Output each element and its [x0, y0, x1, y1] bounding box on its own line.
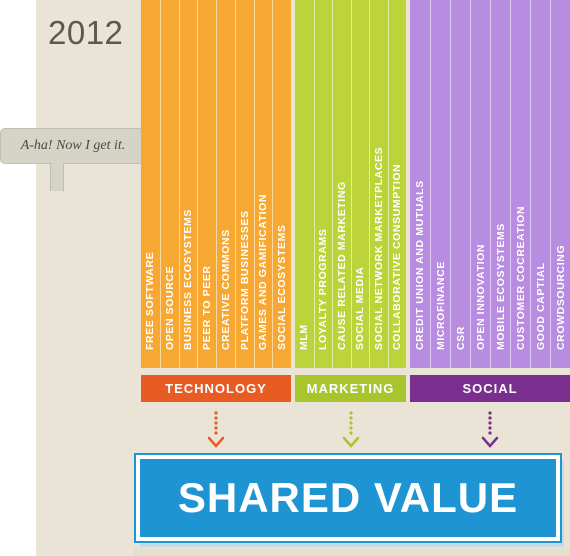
shared-value-label: SHARED VALUE: [177, 474, 519, 521]
banner-shadow: [134, 548, 570, 556]
concept-label: LOYALTY PROGRAMS: [317, 228, 330, 350]
concept-column: SOCIAL MEDIA: [350, 0, 369, 368]
speech-bubble-text: A-ha! Now I get it.: [20, 138, 126, 153]
concept-column: MOBILE ECOSYSTEMS: [490, 0, 510, 368]
concept-label: MOBILE ECOSYSTEMS: [494, 223, 507, 350]
concept-column: CSR: [450, 0, 470, 368]
down-arrow-icon: [342, 411, 359, 448]
concept-column: SOCIAL NETWORK MARKETPLACES: [369, 0, 388, 368]
concept-column: GAMES AND GAMIFICATION: [253, 0, 273, 368]
concept-column: COLLABORATIVE CONSUMPTION: [387, 0, 406, 368]
concept-column: MICROFINANCE: [430, 0, 450, 368]
concept-label: SOCIAL MEDIA: [354, 266, 367, 350]
concept-column: MLM: [295, 0, 314, 368]
concept-label: BUSINESS ECOSYSTEMS: [182, 209, 195, 350]
concept-label: FREE SOFTWARE: [144, 251, 157, 350]
concept-column: CREDIT UNION AND MUTUALS: [410, 0, 430, 368]
concept-label: CREATIVE COMMONS: [219, 229, 232, 350]
concept-label: OPEN INNOVATION: [474, 243, 487, 350]
concept-column: PLATFORM BUSINESSES: [234, 0, 254, 368]
concept-column: OPEN INNOVATION: [470, 0, 490, 368]
concept-label: PEER TO PEER: [201, 265, 214, 350]
panel-social: CREDIT UNION AND MUTUALS MICROFINANCE CSR O…: [410, 0, 570, 383]
concept-label: MICROFINANCE: [434, 261, 447, 350]
panel-marketing: MLM LOYALTY PROGRAMS CAUSE RELATED MARKETI…: [295, 0, 406, 383]
concept-column: GOOD CAPTIAL: [530, 0, 550, 368]
concept-label: CROWDSOURCING: [554, 244, 567, 350]
year-label: 2012: [48, 14, 124, 51]
category-label-technology: TECHNOLOGY: [141, 375, 291, 402]
category-label-social: SOCIAL: [410, 375, 570, 402]
concept-label: CREDIT UNION AND MUTUALS: [414, 180, 426, 350]
concept-label: CUSTOMER COCREATION: [514, 205, 527, 350]
concept-label: OPEN SOURCE: [163, 265, 176, 350]
down-arrow-icon: [207, 411, 225, 448]
concept-column: CROWDSOURCING: [550, 0, 570, 368]
concept-label: GOOD CAPTIAL: [534, 262, 547, 350]
concept-label: GAMES AND GAMIFICATION: [257, 193, 270, 350]
concept-label: COLLABORATIVE CONSUMPTION: [391, 163, 404, 350]
concept-column: OPEN SOURCE: [159, 0, 179, 368]
concept-label: SOCIAL NETWORK MARKETPLACES: [372, 146, 385, 350]
concept-column: PEER TO PEER: [197, 0, 216, 368]
concept-label: CSR: [454, 326, 467, 350]
category-label-marketing: MARKETING: [295, 375, 406, 402]
shared-value-banner: SHARED VALUE: [136, 455, 560, 541]
speech-bubble-tail: [50, 163, 64, 191]
concept-column: CREATIVE COMMONS: [216, 0, 235, 368]
concept-column: BUSINESS ECOSYSTEMS: [178, 0, 198, 368]
concept-column: CAUSE RELATED MARKETING: [332, 0, 351, 368]
speech-bubble: A-ha! Now I get it.: [0, 128, 146, 164]
concept-label: CAUSE RELATED MARKETING: [335, 181, 348, 350]
concept-column: FREE SOFTWARE: [141, 0, 160, 368]
concept-label: SOCIAL ECOSYSTEMS: [276, 224, 289, 350]
panel-technology: FREE SOFTWARE OPEN SOURCE BUSINESS ECOSYST…: [141, 0, 291, 383]
concept-column: SOCIAL ECOSYSTEMS: [272, 0, 291, 368]
concept-column: LOYALTY PROGRAMS: [313, 0, 332, 368]
down-arrow-icon: [481, 411, 499, 448]
concept-label: PLATFORM BUSINESSES: [238, 210, 251, 350]
concept-column: CUSTOMER COCREATION: [510, 0, 530, 368]
concept-label: MLM: [298, 324, 311, 350]
